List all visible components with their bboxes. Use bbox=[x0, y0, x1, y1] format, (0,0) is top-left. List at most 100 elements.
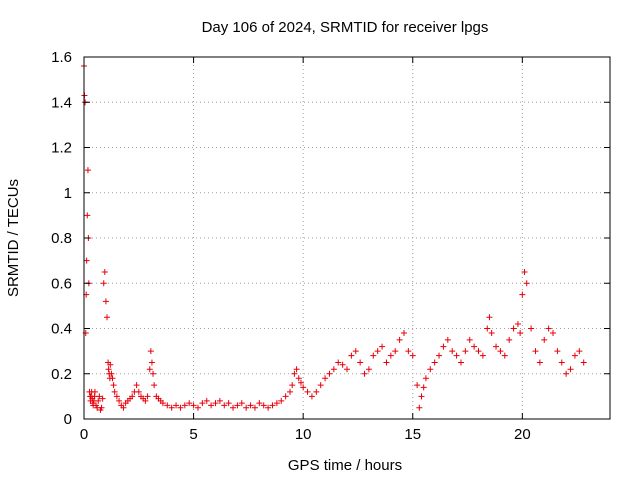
data-point bbox=[113, 393, 120, 400]
data-point bbox=[293, 366, 300, 373]
data-point bbox=[151, 382, 158, 389]
x-tick-label: 10 bbox=[295, 426, 312, 443]
data-point bbox=[420, 384, 427, 391]
data-point bbox=[576, 348, 583, 355]
data-point bbox=[379, 343, 386, 350]
data-point bbox=[330, 366, 337, 373]
data-point bbox=[517, 330, 524, 337]
data-point bbox=[83, 257, 90, 264]
data-point bbox=[313, 388, 320, 395]
data-point bbox=[289, 382, 296, 389]
data-point bbox=[308, 393, 315, 400]
data-point bbox=[221, 402, 228, 409]
data-point bbox=[409, 352, 416, 359]
data-point bbox=[251, 404, 258, 411]
data-point bbox=[374, 348, 381, 355]
y-tick-label: 1.6 bbox=[51, 49, 72, 66]
data-point bbox=[563, 370, 570, 377]
data-point bbox=[558, 359, 565, 366]
data-point bbox=[234, 402, 241, 409]
data-point bbox=[523, 280, 530, 287]
data-point bbox=[203, 397, 210, 404]
data-point bbox=[256, 400, 263, 407]
data-point bbox=[501, 352, 508, 359]
data-point bbox=[107, 361, 114, 368]
data-point bbox=[142, 397, 149, 404]
data-point bbox=[444, 336, 451, 343]
data-point bbox=[488, 330, 495, 337]
data-point bbox=[339, 361, 346, 368]
data-point bbox=[541, 336, 548, 343]
data-point bbox=[471, 343, 478, 350]
data-point bbox=[111, 388, 118, 395]
data-point bbox=[304, 388, 311, 395]
data-point bbox=[571, 352, 578, 359]
data-point bbox=[479, 352, 486, 359]
data-point bbox=[102, 298, 109, 305]
y-tick-label: 0.4 bbox=[51, 321, 72, 338]
data-point bbox=[567, 366, 574, 373]
data-point bbox=[150, 370, 157, 377]
data-point bbox=[449, 348, 456, 355]
x-axis-label: GPS time / hours bbox=[288, 457, 402, 474]
data-point bbox=[96, 393, 103, 400]
data-point bbox=[300, 384, 307, 391]
data-point bbox=[105, 366, 112, 373]
grid-lines bbox=[84, 57, 610, 419]
data-point bbox=[335, 359, 342, 366]
data-point bbox=[493, 343, 500, 350]
x-tick-label: 15 bbox=[404, 426, 421, 443]
data-point bbox=[295, 375, 302, 382]
data-point bbox=[146, 366, 153, 373]
data-point bbox=[462, 348, 469, 355]
x-tick-label: 0 bbox=[80, 426, 88, 443]
data-point bbox=[208, 402, 215, 409]
data-points bbox=[81, 63, 587, 413]
data-point bbox=[361, 370, 368, 377]
data-point bbox=[416, 404, 423, 411]
data-point bbox=[278, 397, 285, 404]
data-point bbox=[148, 359, 155, 366]
data-point bbox=[370, 352, 377, 359]
data-point bbox=[387, 352, 394, 359]
x-tick-label: 20 bbox=[514, 426, 531, 443]
data-point bbox=[269, 402, 276, 409]
data-point bbox=[84, 167, 91, 174]
axis-ticks: 0 5 10 15 20 0 0.2 0.4 0.6 0.8 1 1.2 1.4 1.6 bbox=[51, 49, 610, 443]
y-tick-label: 0.2 bbox=[51, 366, 72, 383]
data-point bbox=[116, 397, 123, 404]
data-point bbox=[135, 388, 142, 395]
data-point bbox=[120, 404, 127, 411]
data-point bbox=[291, 370, 298, 377]
data-point bbox=[326, 370, 333, 377]
data-point bbox=[348, 352, 355, 359]
data-point bbox=[317, 382, 324, 389]
data-point bbox=[453, 352, 460, 359]
data-point bbox=[190, 402, 197, 409]
data-point bbox=[357, 359, 364, 366]
data-point bbox=[396, 336, 403, 343]
data-point bbox=[177, 404, 184, 411]
data-point bbox=[466, 336, 473, 343]
data-point bbox=[510, 325, 517, 332]
data-point bbox=[164, 402, 171, 409]
data-point bbox=[104, 314, 111, 321]
y-tick-label: 0.8 bbox=[51, 230, 72, 247]
data-point bbox=[173, 402, 180, 409]
data-point bbox=[344, 366, 350, 373]
data-point bbox=[365, 366, 372, 373]
data-point bbox=[181, 402, 188, 409]
data-point bbox=[91, 388, 98, 395]
data-point bbox=[95, 397, 102, 404]
data-point bbox=[436, 352, 443, 359]
y-axis-label: SRMTID / TECUs bbox=[5, 179, 22, 297]
data-point bbox=[212, 400, 219, 407]
data-point bbox=[144, 393, 151, 400]
data-point bbox=[186, 400, 193, 407]
data-point bbox=[400, 330, 407, 337]
data-point bbox=[159, 400, 166, 407]
data-point bbox=[265, 404, 272, 411]
data-point bbox=[514, 320, 521, 327]
y-tick-label: 0 bbox=[64, 411, 72, 428]
